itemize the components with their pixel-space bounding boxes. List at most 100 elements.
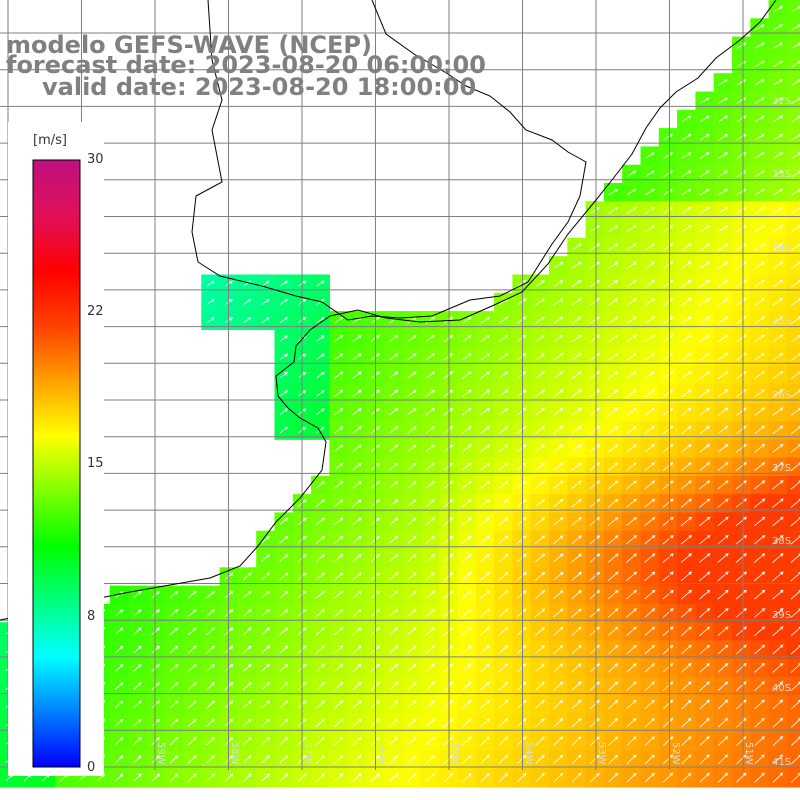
wind-arrow bbox=[754, 279, 765, 288]
wind-arrow bbox=[480, 645, 491, 654]
field-cell bbox=[384, 366, 404, 385]
wind-arrow bbox=[425, 700, 435, 709]
field-cell bbox=[695, 439, 715, 459]
field-cell bbox=[713, 201, 733, 221]
field-cell bbox=[695, 91, 715, 111]
field-cell bbox=[530, 311, 550, 330]
wind-arrow bbox=[516, 608, 527, 618]
field-cell bbox=[384, 475, 404, 495]
wind-arrow bbox=[626, 699, 637, 710]
wind-arrow bbox=[169, 590, 179, 599]
wind-arrow bbox=[425, 371, 436, 379]
wind-arrow bbox=[699, 188, 710, 196]
wind-arrow bbox=[443, 736, 454, 746]
field-cell bbox=[768, 658, 788, 678]
wind-arrow bbox=[699, 425, 711, 435]
field-cell bbox=[567, 311, 587, 330]
wind-arrow bbox=[425, 773, 435, 783]
wind-arrow bbox=[681, 462, 692, 471]
field-cell bbox=[677, 585, 696, 605]
field-cell bbox=[402, 603, 422, 623]
field-cell bbox=[384, 457, 404, 477]
wind-arrow bbox=[114, 736, 124, 746]
field-cell bbox=[530, 475, 550, 495]
field-cell bbox=[567, 347, 587, 367]
wind-arrow bbox=[607, 608, 619, 618]
wind-arrow bbox=[114, 645, 124, 654]
wind-arrow bbox=[699, 608, 711, 618]
field-cell bbox=[549, 420, 568, 440]
wind-arrow bbox=[772, 681, 784, 691]
wind-arrow bbox=[754, 662, 766, 673]
wind-arrow bbox=[718, 133, 728, 141]
field-cell bbox=[530, 750, 550, 770]
wind-arrow bbox=[498, 407, 509, 416]
wind-arrow bbox=[407, 334, 417, 343]
wind-arrow bbox=[261, 554, 271, 562]
field-cell bbox=[567, 402, 587, 422]
wind-arrow bbox=[589, 334, 600, 343]
wind-arrow bbox=[718, 188, 728, 196]
wind-arrow bbox=[315, 773, 325, 782]
wind-arrow bbox=[443, 480, 454, 489]
field-cell bbox=[329, 475, 349, 495]
wind-arrow bbox=[571, 517, 582, 526]
field-cell bbox=[585, 658, 605, 678]
wind-arrow bbox=[681, 772, 692, 783]
field-cell bbox=[622, 585, 642, 605]
lat-label: 39S bbox=[772, 609, 792, 621]
wind-arrow bbox=[334, 444, 344, 452]
wind-arrow bbox=[407, 444, 417, 453]
field-cell bbox=[585, 402, 605, 422]
wind-arrow bbox=[334, 663, 344, 672]
wind-arrow bbox=[388, 773, 399, 783]
wind-arrow bbox=[790, 663, 800, 673]
wind-arrow bbox=[169, 773, 179, 782]
wind-arrow bbox=[498, 553, 509, 563]
wind-arrow bbox=[608, 261, 619, 269]
field-cell bbox=[311, 549, 330, 568]
wind-arrow bbox=[133, 682, 142, 691]
wind-arrow bbox=[498, 736, 509, 746]
field-cell bbox=[768, 512, 788, 532]
wind-arrow bbox=[498, 334, 509, 343]
wind-arrow bbox=[279, 700, 289, 709]
wind-arrow bbox=[772, 462, 784, 472]
field-cell bbox=[475, 585, 495, 605]
wind-arrow bbox=[589, 298, 600, 306]
wind-arrow bbox=[334, 681, 344, 691]
wind-arrow bbox=[754, 462, 766, 472]
field-cell bbox=[274, 603, 294, 623]
wind-arrow bbox=[736, 736, 747, 746]
wind-arrow bbox=[535, 334, 545, 343]
wind-arrow bbox=[279, 572, 289, 581]
wind-arrow bbox=[462, 754, 472, 764]
field-cell bbox=[164, 768, 184, 788]
wind-arrow bbox=[443, 353, 454, 361]
wind-arrow bbox=[224, 773, 234, 782]
wind-arrow bbox=[425, 389, 436, 398]
wind-arrow bbox=[663, 243, 674, 251]
wind-arrow bbox=[754, 188, 765, 196]
field-cell bbox=[640, 475, 660, 495]
field-cell bbox=[384, 311, 404, 330]
wind-arrow bbox=[315, 718, 326, 727]
wind-arrow bbox=[772, 352, 784, 361]
wind-arrow bbox=[242, 590, 252, 599]
field-cell bbox=[475, 439, 495, 459]
field-cell bbox=[494, 475, 513, 495]
wind-arrow bbox=[699, 663, 711, 673]
field-cell bbox=[530, 384, 550, 404]
wind-arrow bbox=[608, 644, 619, 655]
wind-arrow bbox=[589, 590, 601, 600]
wind-arrow bbox=[206, 609, 216, 617]
wind-arrow bbox=[754, 97, 765, 104]
wind-arrow bbox=[589, 206, 600, 214]
field-cell bbox=[603, 201, 623, 221]
wind-arrow bbox=[699, 589, 711, 600]
field-cell bbox=[311, 384, 330, 404]
wind-arrow bbox=[352, 353, 362, 361]
wind-arrow bbox=[753, 516, 766, 527]
field-cell bbox=[768, 0, 788, 19]
wind-arrow bbox=[151, 645, 161, 654]
